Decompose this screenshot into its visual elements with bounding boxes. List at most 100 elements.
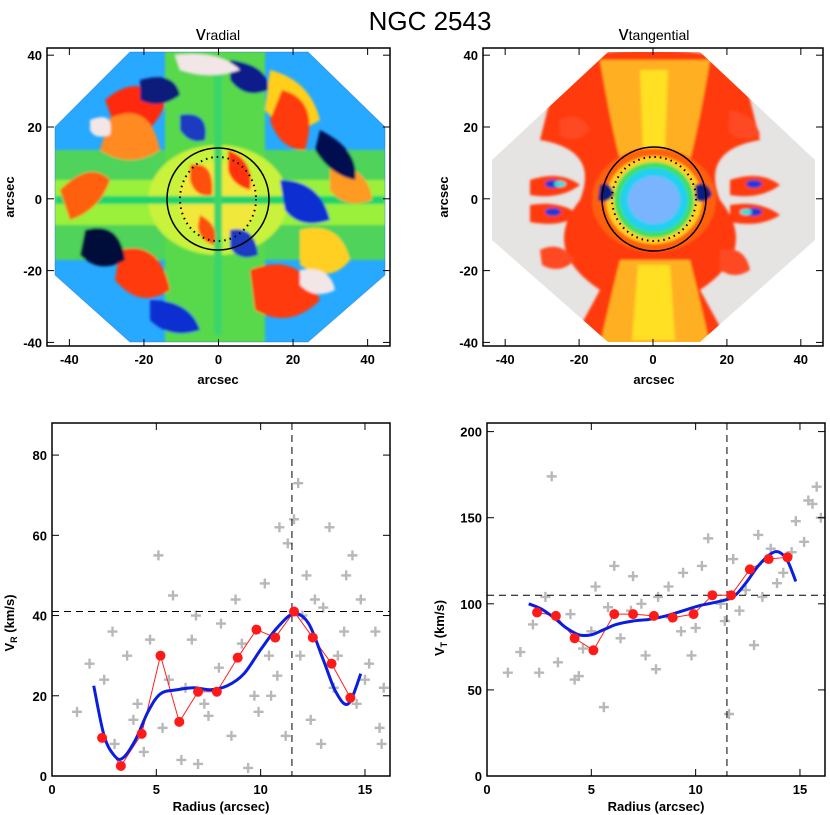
vradial-ytick-label: 20	[28, 120, 42, 135]
vt-ytick-label: 150	[460, 511, 482, 526]
vr-pixel-point	[332, 650, 343, 661]
vr-binned-point	[97, 732, 108, 743]
vr-binned-point	[232, 652, 243, 663]
vr-pixel-point	[364, 658, 375, 669]
vr-pixel-point	[186, 634, 197, 645]
vr-ytick-label: 80	[33, 448, 47, 463]
vr-xtick-label: 5	[153, 782, 160, 797]
vtangential-xlabel: arcsec	[633, 372, 674, 387]
vr-pixel-point	[236, 638, 247, 649]
vt-pixel-point	[540, 591, 551, 602]
vt-ytick-label: 0	[475, 769, 482, 784]
vr-pixel-point	[249, 690, 260, 701]
vt-xtick-label: 0	[483, 782, 490, 797]
vr-pixel-point	[128, 714, 139, 725]
vt-binned-point	[588, 645, 599, 656]
vtangential-ytick-label: 20	[464, 120, 478, 135]
vr-pixel-point	[153, 550, 164, 561]
vr-pixel-point	[295, 650, 306, 661]
vt-pixel-point	[609, 560, 620, 571]
vt-pixel-point	[527, 619, 538, 630]
vt-pixel-point	[724, 709, 735, 720]
vr-ytick-label: 0	[40, 769, 47, 784]
vt-pixel-point	[615, 633, 626, 644]
vt-xlabel: Radius (arcsec)	[608, 799, 705, 814]
vt-pixel-point	[651, 664, 661, 675]
vr-pixel-point	[263, 650, 274, 661]
vr-pixel-point	[157, 722, 168, 733]
vt-pixel-point	[728, 554, 739, 565]
vr-pixel-point	[266, 690, 277, 701]
vr-pixel-point	[193, 758, 204, 769]
vt-pixel-point	[577, 643, 588, 654]
vt-xtick-label: 10	[688, 782, 702, 797]
vt-pixel-point	[565, 609, 576, 620]
vradial-ytick-label: -40	[23, 335, 42, 350]
vt-ytick-label: 50	[468, 683, 482, 698]
vr-xtick-label: 10	[253, 782, 267, 797]
vt-pixel-point	[676, 626, 687, 637]
vt-fit-curve	[528, 550, 798, 638]
vr-pixel-point	[109, 738, 120, 749]
vtangential-circle	[601, 146, 707, 252]
vradial-ytick-label: 0	[35, 192, 42, 207]
vr-pixel-point	[226, 730, 237, 741]
vradial-xtick-label: 20	[286, 352, 300, 367]
vt-pixel-point	[753, 529, 764, 540]
figure-title: NGC 2543	[369, 6, 492, 36]
vr-pixel-point	[370, 626, 381, 637]
vr-pixel-point	[190, 610, 201, 621]
vr-pixel-point	[132, 698, 143, 709]
vr-pixel-point	[216, 618, 226, 629]
vt-pixel-point	[740, 585, 751, 596]
vt-pixel-point	[686, 650, 697, 661]
vt-pixel-point	[799, 536, 810, 547]
vt-binned-point	[782, 552, 793, 563]
vt-pixel-point	[765, 543, 776, 554]
vradial-xtick-label: 40	[360, 352, 374, 367]
vr-pixel-point	[351, 698, 362, 709]
vradial-circle	[166, 147, 270, 251]
vr-pixel-point	[203, 710, 214, 721]
vradial-ytick-label: 40	[28, 48, 42, 63]
vt-frame	[486, 422, 826, 777]
vr-pixel-point	[289, 514, 300, 525]
vt-marks	[487, 423, 825, 776]
vr-pixel-point	[272, 670, 283, 681]
vt-pixel-point	[703, 533, 714, 544]
vr-binned-point	[155, 650, 166, 661]
vt-binned-point	[569, 633, 580, 644]
vtangential-ytick-label: -20	[459, 264, 478, 279]
vt-binned-point	[532, 607, 543, 618]
vr-ytick-label: 20	[33, 689, 47, 704]
vt-pixel-point	[515, 647, 526, 658]
vr-pixel-point	[324, 522, 335, 533]
vr-pixel-point	[72, 706, 83, 717]
vt-binned-point	[609, 609, 620, 620]
vt-binned-point	[707, 590, 718, 601]
vt-xtick-label: 15	[793, 782, 807, 797]
vr-ytick-label: 60	[33, 528, 47, 543]
vt-binned-point	[763, 554, 774, 565]
vt-pixel-point	[546, 471, 557, 482]
vtangential-ytick-label: -40	[459, 335, 478, 350]
vr-plot-area: 0 5 10 15 0 20 40 60 80	[33, 423, 390, 797]
vt-pixel-point	[628, 571, 639, 582]
vt-binned-point	[628, 609, 639, 620]
vr-binned-point	[345, 692, 356, 703]
vr-pixel-point	[309, 594, 320, 605]
vr-binned-point	[251, 624, 262, 635]
vr-pixel-point	[316, 738, 327, 749]
vr-ytick-label: 40	[33, 609, 47, 624]
vr-pixel-point	[163, 674, 174, 685]
vt-binned-point	[688, 609, 699, 620]
vradial-ylabel: arcsec	[2, 176, 17, 217]
vr-pixel-point	[213, 662, 224, 673]
vt-binned-point	[648, 610, 659, 621]
vt-pixel-point	[772, 578, 783, 589]
vt-pixel-point	[757, 591, 768, 602]
vtangential-xtick-label: 40	[794, 352, 808, 367]
vr-xlabel: Radius (arcsec)	[173, 799, 270, 814]
